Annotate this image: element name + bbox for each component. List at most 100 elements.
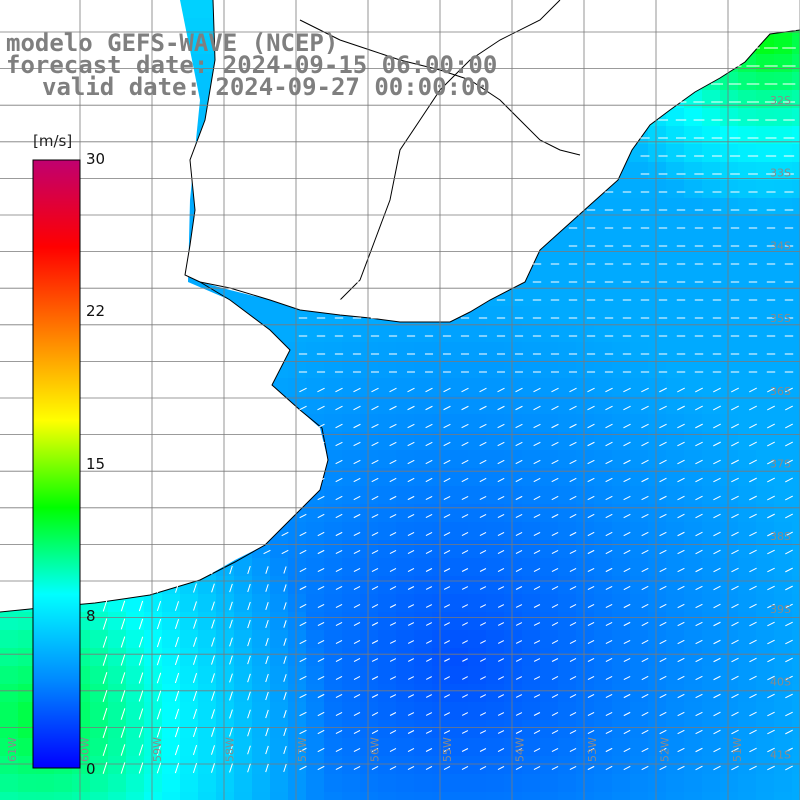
wind-cell — [684, 720, 703, 739]
wind-arrow — [174, 672, 180, 684]
wind-cell — [540, 720, 559, 739]
wind-arrow — [174, 601, 180, 611]
wind-cell — [702, 540, 721, 559]
wind-cell — [414, 468, 433, 487]
wind-arrow — [641, 621, 649, 627]
wind-arrow — [461, 495, 469, 501]
wind-cell — [720, 144, 739, 163]
wind-arrow — [335, 622, 343, 626]
wind-cell — [630, 468, 649, 487]
wind-cell — [360, 324, 379, 343]
wind-arrow — [533, 622, 541, 626]
wind-cell — [666, 702, 685, 721]
wind-cell — [288, 360, 307, 379]
wind-cell — [558, 450, 577, 469]
wind-cell — [756, 576, 775, 595]
wind-arrow — [731, 567, 739, 573]
wind-arrow — [263, 549, 271, 555]
wind-arrow — [479, 712, 487, 716]
wind-cell — [720, 774, 739, 793]
wind-arrow — [407, 586, 415, 590]
wind-arrow — [371, 748, 379, 752]
wind-cell — [666, 306, 685, 325]
wind-arrow — [677, 387, 685, 393]
wind-cell — [468, 648, 487, 667]
wind-cell — [576, 720, 595, 739]
wind-cell — [792, 126, 800, 145]
wind-cell — [378, 594, 397, 613]
wind-cell — [396, 468, 415, 487]
wind-cell — [288, 378, 307, 397]
wind-arrow — [425, 531, 433, 537]
wind-arrow — [443, 730, 451, 734]
wind-arrow — [407, 766, 415, 770]
wind-cell — [360, 630, 379, 649]
wind-cell — [666, 108, 685, 127]
wind-cell — [396, 522, 415, 541]
wind-cell — [684, 630, 703, 649]
wind-cell — [558, 774, 577, 793]
wind-arrow — [515, 766, 523, 770]
wind-cell — [360, 414, 379, 433]
wind-cell — [594, 216, 613, 235]
wind-cell — [756, 522, 775, 541]
wind-arrow — [641, 765, 649, 771]
wind-arrow — [533, 765, 541, 771]
wind-cell — [594, 666, 613, 685]
wind-arrow — [335, 711, 343, 717]
wind-cell — [684, 432, 703, 451]
wind-cell — [756, 594, 775, 613]
wind-cell — [774, 36, 793, 55]
wind-cell — [324, 450, 343, 469]
wind-cell — [666, 576, 685, 595]
wind-cell — [540, 774, 559, 793]
wind-cell — [594, 432, 613, 451]
wind-arrow — [156, 565, 162, 575]
wind-arrow — [749, 531, 757, 537]
wind-cell — [792, 72, 800, 91]
wind-cell — [558, 540, 577, 559]
wind-cell — [378, 648, 397, 667]
wind-arrow — [659, 495, 667, 501]
wind-cell — [450, 504, 469, 523]
wind-cell — [666, 612, 685, 631]
wind-arrow — [389, 658, 397, 662]
wind-arrow — [479, 568, 487, 572]
wind-cell — [288, 540, 307, 559]
wind-arrow — [371, 730, 379, 734]
wind-cell — [432, 648, 451, 667]
wind-cell — [612, 738, 631, 757]
wind-arrow — [174, 708, 180, 720]
wind-arrow — [283, 692, 287, 700]
wind-cell — [504, 504, 523, 523]
wind-arrow — [389, 550, 397, 554]
wind-cell — [684, 306, 703, 325]
wind-cell — [0, 738, 19, 757]
wind-cell — [774, 432, 793, 451]
wind-cell — [558, 468, 577, 487]
wind-arrow — [353, 531, 361, 537]
wind-cell — [306, 360, 325, 379]
wind-cell — [522, 342, 541, 361]
wind-cell — [630, 216, 649, 235]
wind-arrow — [569, 387, 577, 393]
wind-arrow — [623, 405, 631, 411]
wind-cell — [666, 756, 685, 775]
wind-arrow — [283, 620, 287, 628]
wind-cell — [612, 540, 631, 559]
wind-cell — [288, 594, 307, 613]
wind-cell — [792, 522, 800, 541]
wind-cell — [594, 198, 613, 217]
wind-arrow — [120, 582, 126, 594]
wind-cell — [540, 324, 559, 343]
wind-cell — [702, 720, 721, 739]
wind-cell — [432, 540, 451, 559]
wind-cell — [180, 774, 199, 793]
wind-cell — [648, 738, 667, 757]
colorbar-tick-22: 22 — [86, 302, 106, 320]
wind-arrow — [659, 747, 667, 753]
wind-arrow — [533, 387, 541, 393]
wind-cell — [738, 486, 757, 505]
wind-cell — [648, 702, 667, 721]
wind-arrow — [695, 567, 703, 573]
